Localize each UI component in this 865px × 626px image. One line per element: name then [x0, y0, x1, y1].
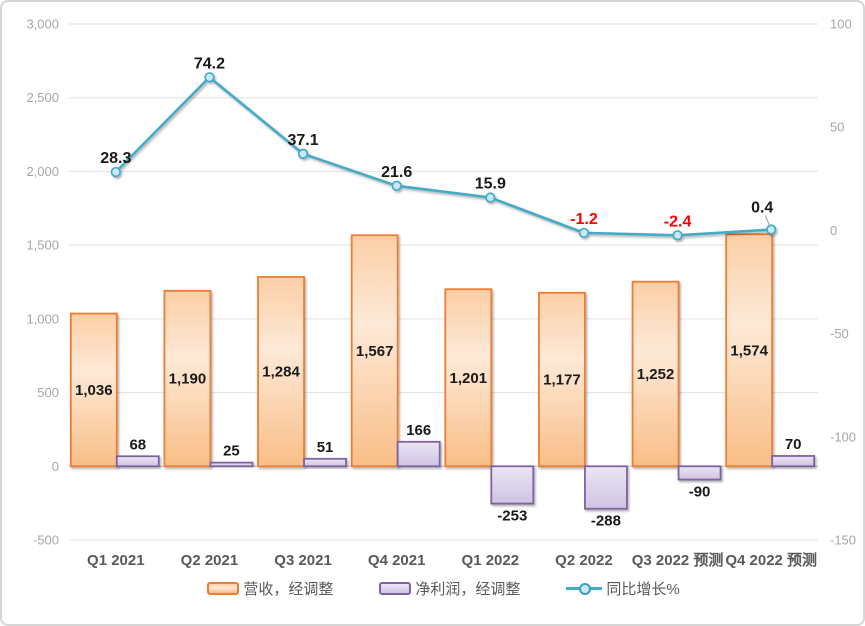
- profit-data-label: 166: [406, 422, 431, 439]
- left-axis-tick-label: -500: [33, 533, 59, 548]
- legend-item-revenue: 营收，经调整: [207, 578, 333, 599]
- legend-item-growth: 同比增长%: [566, 578, 680, 599]
- right-axis-tick-label: -150: [830, 533, 856, 548]
- growth-data-label: 28.3: [100, 150, 131, 167]
- category-label: Q2 2021: [181, 552, 239, 569]
- left-axis-tick-label: 1,000: [26, 311, 59, 326]
- growth-line-marker: [297, 148, 309, 159]
- profit-swatch-icon: [379, 581, 412, 595]
- growth-data-label: 21.6: [381, 164, 412, 181]
- profit-bar: [396, 440, 441, 468]
- left-axis-tick-label: 2,500: [26, 90, 59, 105]
- profit-data-label: -288: [591, 513, 621, 530]
- revenue-data-label: 1,036: [75, 382, 113, 399]
- revenue-data-label: 1,567: [356, 343, 394, 360]
- profit-bar: [584, 465, 628, 510]
- category-label: Q4 2022 预测: [725, 551, 817, 569]
- line-labels: 28.3 74.2 37.1 21.6 15.9 -1.2 -2.4 0.4: [100, 55, 773, 230]
- bars-group: [69, 233, 816, 510]
- revenue-data-label: 1,190: [169, 371, 207, 388]
- revenue-bar: [444, 288, 493, 468]
- left-axis-tick-label: 3,000: [26, 17, 59, 32]
- growth-data-label: 37.1: [287, 132, 318, 149]
- right-axis-tick-label: -100: [830, 429, 856, 444]
- line-marker-icon: [579, 583, 592, 595]
- category-label: Q3 2021: [274, 552, 332, 569]
- growth-line-marker: [391, 180, 402, 191]
- profit-data-label: 70: [785, 436, 802, 453]
- growth-line-swatch-icon: [566, 583, 603, 595]
- profit-bar: [677, 465, 722, 481]
- legend-label-profit: 净利润，经调整: [415, 580, 521, 598]
- revenue-bar: [631, 280, 680, 468]
- growth-data-label: -2.4: [664, 213, 692, 230]
- revenue-data-label: 1,574: [730, 342, 768, 359]
- profit-data-label: -253: [497, 508, 527, 525]
- growth-line-marker: [110, 166, 121, 178]
- bar-labels: 1,036 1,190 1,284 1,567 1,201 1,177 1,252 1,574…: [75, 342, 801, 529]
- profit-bar: [115, 455, 160, 468]
- profit-bar: [303, 457, 347, 468]
- category-axis: Q1 2021 Q2 2021 Q3 2021 Q4 2021 Q1 2022 Q2 20…: [87, 551, 817, 569]
- growth-line-marker: [204, 72, 215, 83]
- revenue-bar: [163, 289, 212, 468]
- growth-data-label: -1.2: [570, 211, 598, 228]
- right-axis-tick-label: 0: [830, 223, 837, 238]
- category-label: Q1 2022: [462, 552, 520, 569]
- left-axis-tick-label: 500: [37, 385, 59, 400]
- right-axis-tick-label: 50: [830, 120, 844, 135]
- growth-line-group: [110, 72, 777, 241]
- growth-line-marker: [485, 192, 496, 203]
- growth-line-marker: [766, 224, 777, 235]
- profit-bar: [490, 465, 535, 505]
- category-label: Q1 2021: [87, 552, 145, 569]
- profit-data-label: 25: [223, 443, 240, 460]
- callout-leader-line: [764, 215, 771, 226]
- revenue-bar: [725, 233, 774, 468]
- growth-data-label: 15.9: [475, 176, 506, 193]
- category-label: Q2 2022: [555, 552, 613, 569]
- growth-line-marker: [578, 227, 590, 239]
- legend-item-profit: 净利润，经调整: [379, 578, 520, 599]
- revenue-bar: [257, 276, 305, 468]
- revenue-data-label: 1,177: [543, 372, 581, 389]
- right-axis-tick-label: 100: [830, 17, 852, 32]
- left-axis-tick-label: 0: [52, 459, 59, 474]
- growth-data-label: 0.4: [751, 200, 773, 217]
- profit-data-label: 68: [129, 436, 146, 453]
- revenue-data-label: 1,284: [262, 364, 300, 381]
- left-axis-tick-label: 1,500: [26, 238, 59, 253]
- profit-data-label: -90: [689, 484, 711, 501]
- revenue-bar: [69, 312, 118, 468]
- growth-line-marker: [672, 230, 683, 241]
- right-axis-tick-label: -50: [830, 326, 849, 341]
- left-axis-tick-label: 2,000: [26, 164, 59, 179]
- legend-label-growth: 同比增长%: [606, 580, 680, 598]
- growth-data-label: 74.2: [194, 55, 225, 72]
- revenue-data-label: 1,201: [450, 370, 488, 387]
- profit-bar: [771, 455, 816, 468]
- chart-legend: 营收，经调整 净利润，经调整 同比增长%: [69, 574, 818, 602]
- growth-line: [114, 75, 772, 237]
- revenue-bar: [538, 291, 586, 468]
- category-label: Q3 2022 预测: [632, 551, 724, 569]
- category-label: Q4 2021: [368, 552, 426, 569]
- revenue-data-label: 1,252: [637, 366, 675, 383]
- legend-label-revenue: 营收，经调整: [243, 580, 334, 598]
- revenue-swatch-icon: [207, 581, 240, 595]
- profit-bar: [209, 461, 254, 468]
- profit-data-label: 51: [317, 439, 334, 456]
- revenue-bar: [350, 234, 399, 468]
